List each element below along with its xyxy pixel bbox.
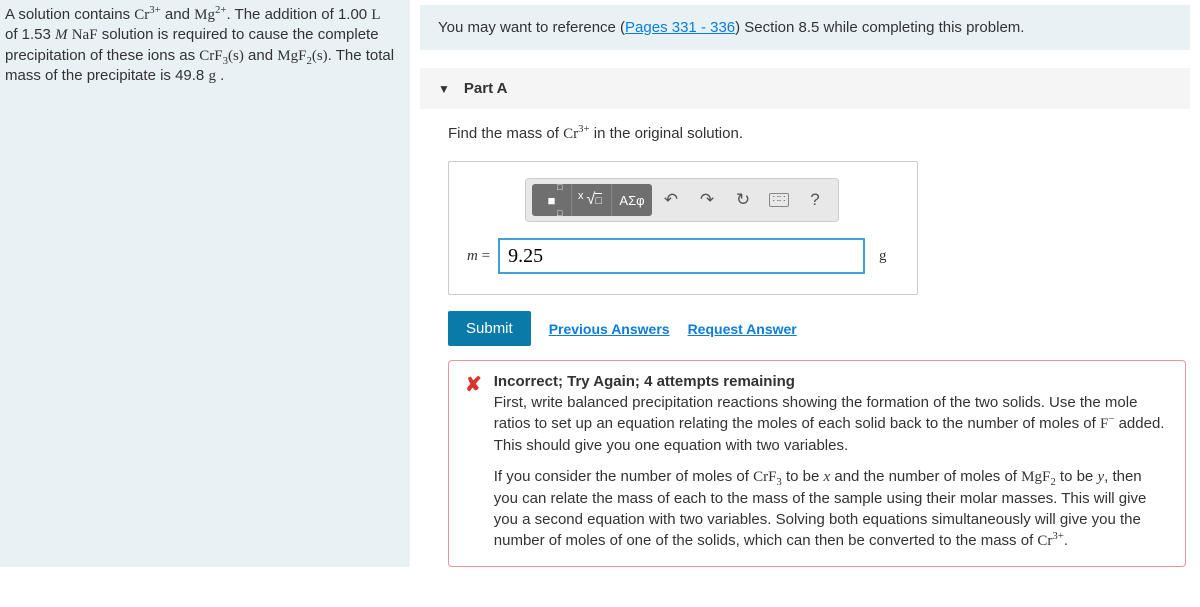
reference-prefix: You may want to reference ( (438, 19, 625, 36)
previous-answers-link[interactable]: Previous Answers (549, 321, 670, 337)
reference-suffix: ) Section 8.5 while completing this prob… (735, 19, 1024, 36)
reference-link[interactable]: Pages 331 - 336 (625, 19, 735, 36)
undo-icon[interactable]: ↶ (654, 184, 688, 216)
template-tool[interactable]: ■□□ (532, 184, 572, 216)
problem-text: A solution contains Cr3+ and Mg2+. The a… (5, 5, 395, 86)
feedback-title: Incorrect; Try Again; 4 attempts remaini… (494, 373, 1169, 390)
reset-icon[interactable]: ↻ (726, 184, 760, 216)
feedback-paragraph-1: First, write balanced precipitation reac… (494, 392, 1169, 456)
reference-bar: You may want to reference (Pages 331 - 3… (420, 5, 1190, 50)
redo-icon[interactable]: ↷ (690, 184, 724, 216)
answer-input[interactable] (498, 238, 865, 274)
part-header[interactable]: ▼ Part A (420, 68, 1190, 109)
keyboard-icon[interactable]: ∷∷ (762, 184, 796, 216)
incorrect-icon: ✘ (465, 375, 482, 552)
part-label: Part A (464, 80, 508, 97)
submit-button[interactable]: Submit (448, 311, 531, 346)
help-icon[interactable]: ? (798, 184, 832, 216)
question-text: Find the mass of Cr3+ in the original so… (448, 125, 1186, 143)
feedback-box: ✘ Incorrect; Try Again; 4 attempts remai… (448, 360, 1186, 567)
greek-tool[interactable]: ΑΣφ (612, 184, 652, 216)
request-answer-link[interactable]: Request Answer (688, 321, 797, 337)
root-tool[interactable]: x√□ (572, 184, 612, 216)
collapse-icon: ▼ (438, 82, 450, 96)
feedback-paragraph-2: If you consider the number of moles of C… (494, 466, 1169, 552)
answer-box: ■□□ x√□ ΑΣφ ↶ ↷ ↻ ∷∷ ? m = (448, 161, 918, 295)
variable-label: m = (467, 248, 490, 265)
unit-label: g (879, 248, 899, 265)
problem-statement: A solution contains Cr3+ and Mg2+. The a… (0, 0, 410, 567)
equation-toolbar: ■□□ x√□ ΑΣφ ↶ ↷ ↻ ∷∷ ? (525, 178, 839, 222)
